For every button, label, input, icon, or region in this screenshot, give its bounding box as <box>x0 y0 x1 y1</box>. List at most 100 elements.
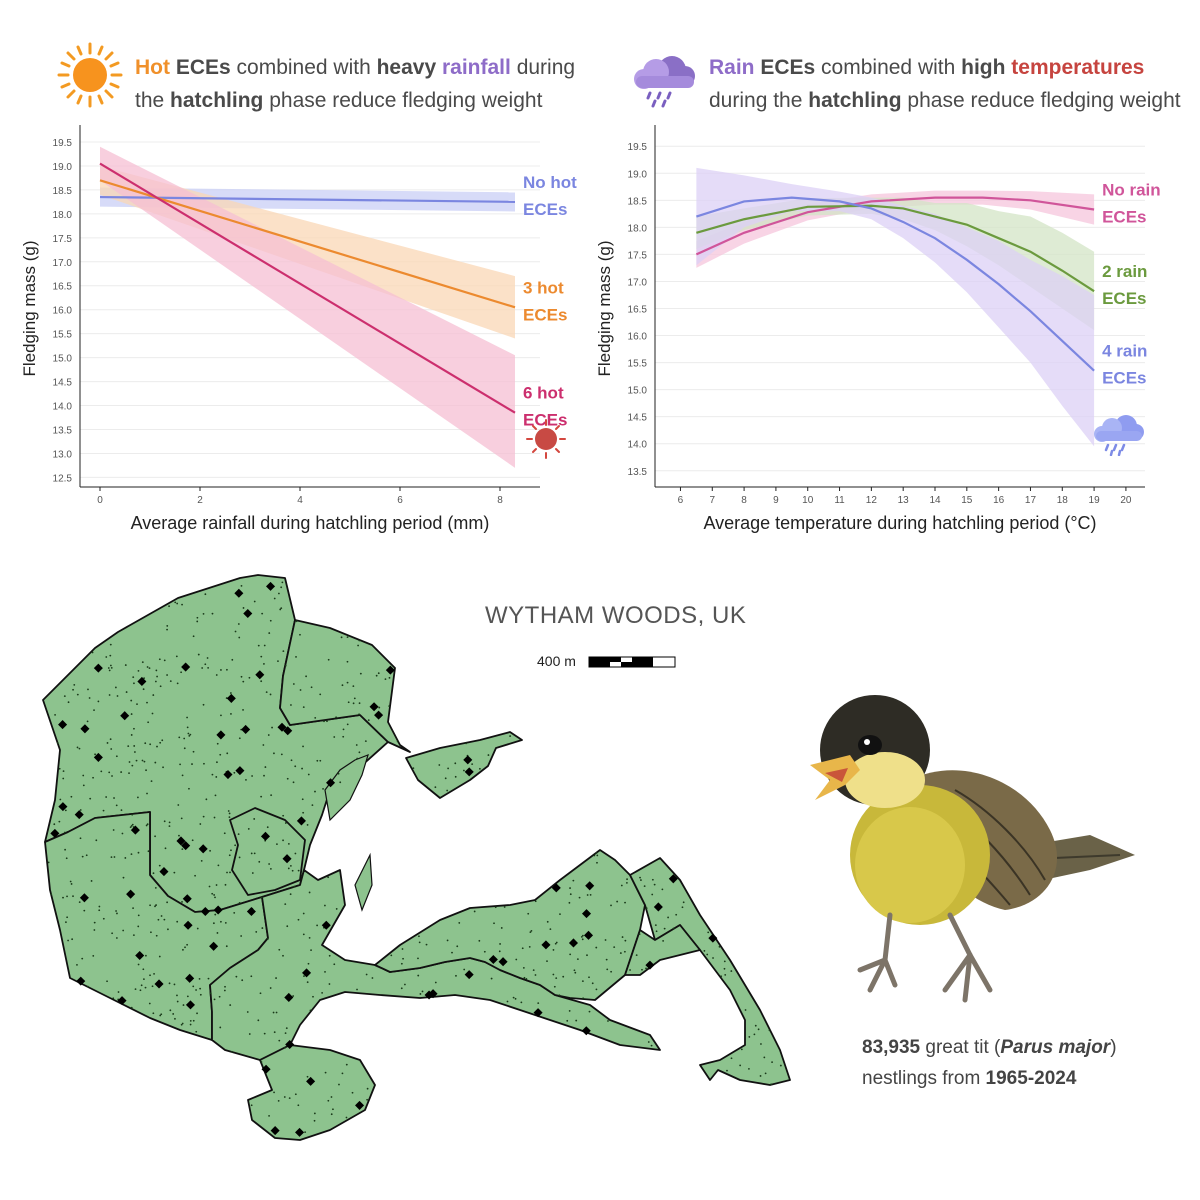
map-point <box>174 1017 176 1020</box>
map-point <box>73 683 76 686</box>
map-point <box>341 1072 344 1075</box>
map-point <box>58 767 61 770</box>
map-point <box>297 918 300 921</box>
map-point <box>219 1026 222 1029</box>
map-point <box>149 904 151 907</box>
map-point <box>137 963 140 966</box>
map-point <box>358 751 361 754</box>
map-point <box>576 958 579 961</box>
series-label: ECEs <box>523 305 567 324</box>
map-point <box>260 680 263 683</box>
map-point <box>306 1075 309 1078</box>
map-point <box>168 825 171 827</box>
map-point <box>242 680 245 683</box>
headline-word: phase reduce fledging weight <box>263 89 543 112</box>
map-point <box>230 849 232 852</box>
nest-box-marker <box>568 938 578 948</box>
map-point <box>196 927 199 930</box>
map-point <box>114 686 117 689</box>
map-point <box>227 810 230 812</box>
map-point <box>167 928 169 931</box>
map-point <box>109 643 112 646</box>
map-point <box>294 852 297 855</box>
map-point <box>282 814 285 817</box>
map-point <box>278 948 281 951</box>
map-point <box>301 767 303 770</box>
map-point <box>273 1031 276 1034</box>
map-point <box>163 918 166 921</box>
nest-box-marker <box>464 970 474 980</box>
map-point <box>293 885 295 888</box>
x-tick-label: 8 <box>497 495 503 506</box>
map-point <box>117 991 120 993</box>
map-point <box>324 1071 327 1074</box>
map-point <box>364 740 367 742</box>
x-tick-label: 10 <box>802 495 814 506</box>
map-point <box>189 1019 192 1022</box>
map-point <box>276 843 278 846</box>
map-point <box>147 850 150 853</box>
map-point <box>130 824 133 827</box>
map-point <box>111 775 113 777</box>
map-point <box>82 774 85 777</box>
map-point <box>302 811 305 814</box>
map-point <box>458 922 461 924</box>
nest-box-marker <box>533 1008 543 1018</box>
map-point <box>217 864 220 867</box>
headline-word: ECEs <box>170 56 231 79</box>
map-point <box>506 1000 509 1003</box>
series-label: No rain <box>1102 181 1161 200</box>
headline-word: Hot <box>135 56 170 79</box>
map-point <box>662 940 665 942</box>
map-point <box>499 943 501 945</box>
map-point <box>186 943 189 946</box>
map-point <box>527 912 530 915</box>
map-point <box>575 1019 578 1022</box>
map-point <box>284 1046 286 1049</box>
map-point <box>319 759 322 762</box>
map-point <box>366 1087 369 1090</box>
map-point <box>770 1083 773 1086</box>
map-point <box>269 867 272 870</box>
map-point <box>645 967 647 970</box>
map-point <box>159 685 162 688</box>
map-point <box>69 880 72 883</box>
map-point <box>365 973 368 976</box>
map-point <box>155 934 158 937</box>
map-point <box>266 938 269 940</box>
map-point <box>341 684 344 687</box>
map-point <box>131 813 134 816</box>
map-point <box>446 939 449 942</box>
headline-word: the <box>135 89 171 112</box>
nest-box-marker <box>93 663 103 673</box>
nest-box-marker <box>653 902 663 912</box>
map-point <box>105 796 108 798</box>
map-point <box>67 701 70 704</box>
map-point <box>141 661 144 664</box>
map-point <box>400 987 403 990</box>
y-tick-label: 18.0 <box>53 210 73 221</box>
map-point <box>748 1036 751 1038</box>
map-point <box>259 992 262 995</box>
nest-box-marker <box>223 770 233 780</box>
map-point <box>127 745 130 747</box>
nest-box-marker <box>181 841 191 851</box>
map-point <box>260 896 263 899</box>
map-point <box>529 931 532 934</box>
map-point <box>151 712 154 715</box>
map-point <box>528 945 531 948</box>
map-point <box>178 834 180 837</box>
map-point <box>444 777 447 780</box>
map-point <box>92 954 95 957</box>
caption-text: nestlings from <box>862 1068 986 1089</box>
map-point <box>390 954 393 957</box>
map-point <box>297 869 300 872</box>
map-point <box>581 980 584 982</box>
map-point <box>289 893 292 896</box>
map-point <box>143 978 145 980</box>
headline-word: during <box>510 56 576 79</box>
map-point <box>215 884 218 886</box>
caption-years: 1965-2024 <box>985 1068 1077 1089</box>
wytham-woods-map <box>42 574 791 1141</box>
map-point <box>757 1028 760 1031</box>
